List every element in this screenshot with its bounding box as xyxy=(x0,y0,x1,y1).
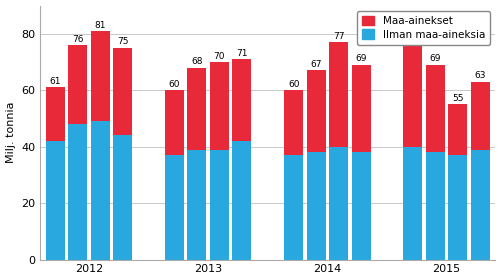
Bar xyxy=(329,147,348,260)
Bar xyxy=(329,42,348,147)
Text: 81: 81 xyxy=(95,20,106,30)
Text: 67: 67 xyxy=(311,60,322,69)
Text: 75: 75 xyxy=(117,38,128,46)
Bar xyxy=(448,155,467,260)
Bar xyxy=(471,82,490,150)
Bar xyxy=(307,152,326,260)
Text: 60: 60 xyxy=(288,80,300,89)
Text: 76: 76 xyxy=(72,35,84,44)
Legend: Maa-ainekset, Ilman maa-aineksia: Maa-ainekset, Ilman maa-aineksia xyxy=(357,11,490,45)
Bar xyxy=(403,42,422,147)
Bar xyxy=(187,68,206,150)
Bar xyxy=(352,152,371,260)
Bar xyxy=(210,62,229,150)
Bar xyxy=(284,155,303,260)
Text: 77: 77 xyxy=(333,32,344,41)
Bar xyxy=(426,152,445,260)
Bar xyxy=(91,31,110,121)
Bar xyxy=(210,150,229,260)
Bar xyxy=(284,90,303,155)
Bar xyxy=(232,141,252,260)
Bar xyxy=(46,87,65,141)
Bar xyxy=(232,59,252,141)
Text: 71: 71 xyxy=(236,49,247,58)
Text: 55: 55 xyxy=(452,94,463,103)
Text: 61: 61 xyxy=(50,77,61,86)
Text: 68: 68 xyxy=(191,57,203,66)
Bar xyxy=(165,90,184,155)
Bar xyxy=(352,65,371,152)
Bar xyxy=(91,121,110,260)
Text: 69: 69 xyxy=(355,54,367,63)
Bar xyxy=(113,48,132,136)
Bar xyxy=(403,147,422,260)
Bar xyxy=(307,71,326,152)
Bar xyxy=(187,150,206,260)
Bar xyxy=(68,45,87,124)
Text: 60: 60 xyxy=(169,80,180,89)
Y-axis label: Milj. tonnia: Milj. tonnia xyxy=(6,102,16,163)
Bar xyxy=(113,136,132,260)
Text: 70: 70 xyxy=(213,52,225,60)
Bar xyxy=(471,150,490,260)
Bar xyxy=(448,104,467,155)
Text: 69: 69 xyxy=(429,54,441,63)
Text: 63: 63 xyxy=(474,71,486,80)
Bar xyxy=(426,65,445,152)
Text: 77: 77 xyxy=(407,32,419,41)
Bar xyxy=(68,124,87,260)
Bar xyxy=(165,155,184,260)
Bar xyxy=(46,141,65,260)
